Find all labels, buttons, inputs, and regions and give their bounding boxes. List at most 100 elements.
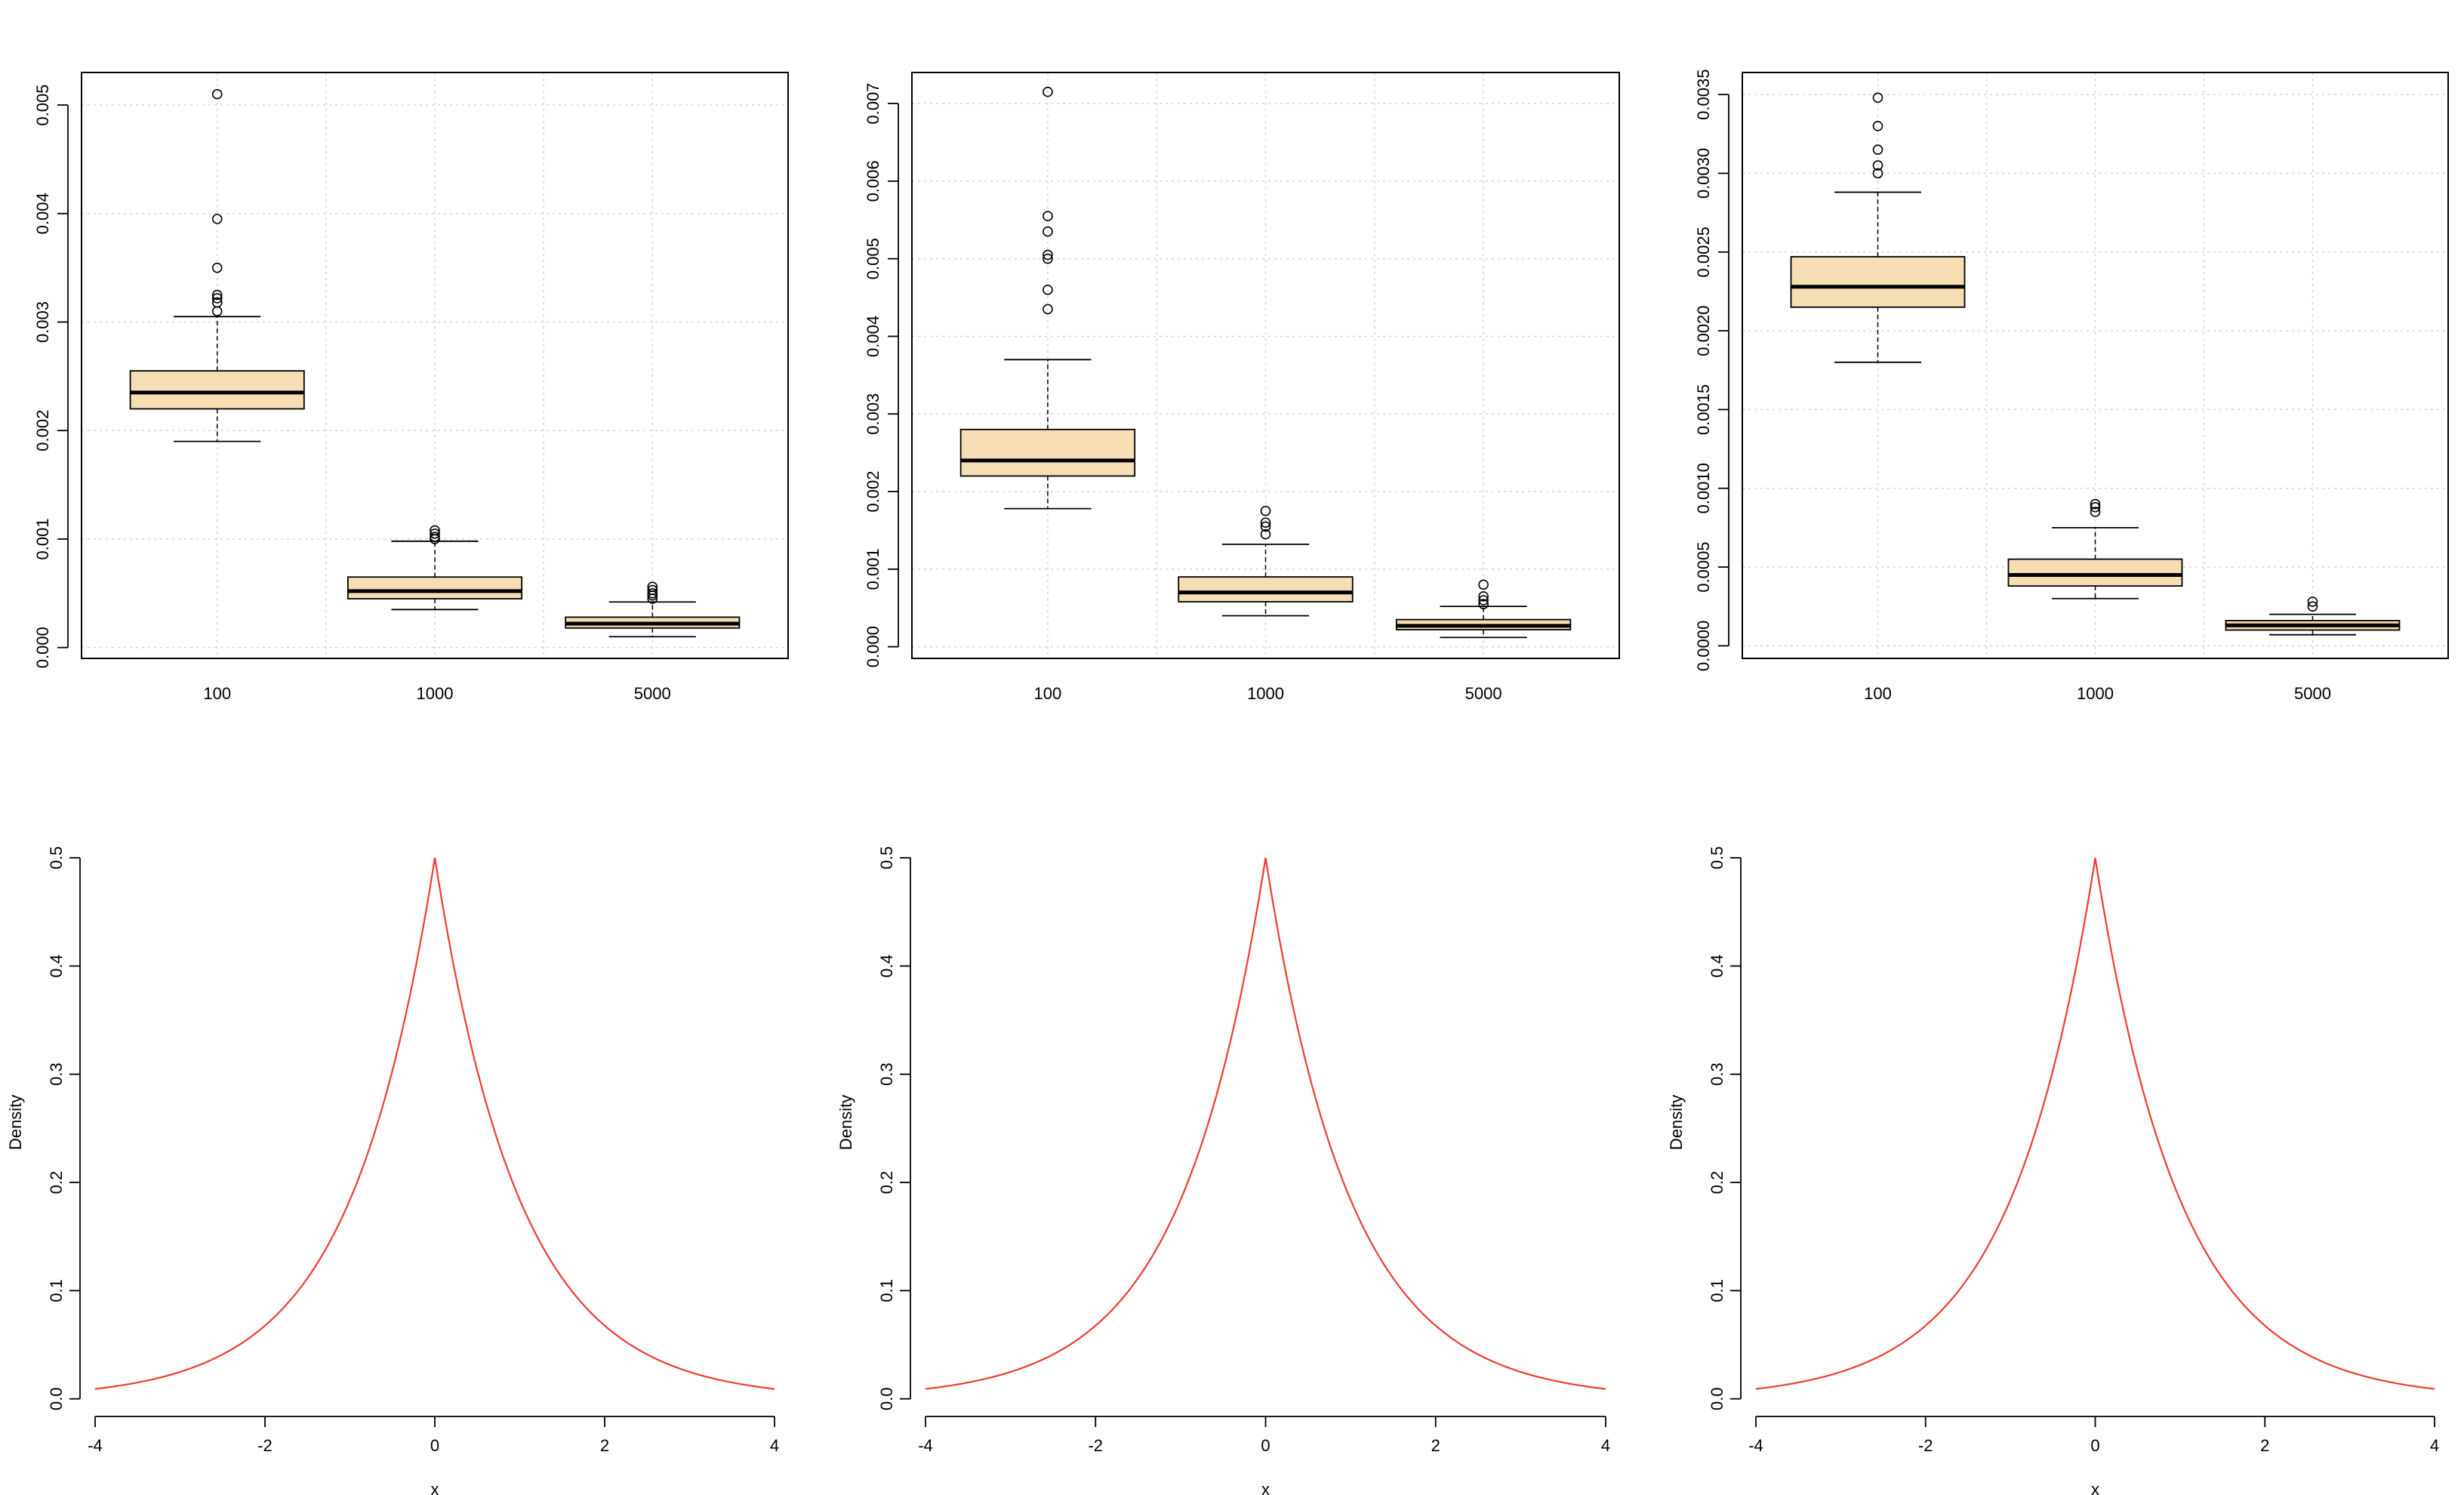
x-tick-label: 5000 bbox=[2294, 684, 2331, 703]
x-tick-label: -2 bbox=[1088, 1436, 1103, 1455]
estimated-density-line bbox=[1756, 994, 2435, 1388]
y-tick-label: 0.000 bbox=[864, 626, 882, 667]
plot-frame bbox=[1742, 72, 2449, 659]
outlier-point bbox=[430, 528, 440, 539]
estimated-density-line bbox=[1756, 997, 2435, 1382]
estimated-density-line bbox=[95, 961, 775, 1386]
outlier-point bbox=[2307, 601, 2318, 612]
y-tick-label: 0.0010 bbox=[1694, 463, 1713, 513]
estimated-density-line bbox=[95, 976, 775, 1388]
estimated-density-line bbox=[926, 931, 1606, 1391]
true-density-line bbox=[94, 857, 775, 1390]
estimated-density-line bbox=[95, 956, 775, 1385]
estimated-density-line bbox=[95, 944, 775, 1390]
box bbox=[959, 428, 1136, 477]
estimated-density-line bbox=[95, 933, 775, 1383]
estimated-density-line bbox=[95, 922, 775, 1399]
estimated-density-line bbox=[95, 917, 775, 1389]
y-tick-label: 0.0015 bbox=[1694, 384, 1713, 435]
estimated-density-line bbox=[926, 957, 1606, 1386]
estimated-density-line bbox=[1756, 947, 2435, 1386]
estimated-density-line bbox=[1756, 908, 2435, 1386]
estimated-density-line bbox=[926, 899, 1606, 1392]
estimated-density-line bbox=[926, 1024, 1606, 1390]
estimated-density-line bbox=[1756, 994, 2435, 1390]
estimated-density-line bbox=[926, 967, 1606, 1389]
estimated-density-line bbox=[95, 1030, 775, 1384]
estimated-density-line bbox=[95, 942, 775, 1392]
outlier-point bbox=[1478, 579, 1489, 590]
box bbox=[129, 370, 305, 410]
estimated-density-line bbox=[926, 1061, 1606, 1395]
estimated-density-line bbox=[926, 1037, 1606, 1389]
estimated-density-line bbox=[926, 1025, 1606, 1390]
estimated-density-line bbox=[95, 953, 775, 1382]
estimated-density-line bbox=[1756, 933, 2435, 1392]
estimated-density-line bbox=[1756, 926, 2435, 1392]
estimated-density-line bbox=[926, 1022, 1606, 1384]
estimated-density-line bbox=[926, 936, 1606, 1386]
y-tick-label: 0.0 bbox=[47, 1387, 66, 1410]
estimated-density-line bbox=[926, 883, 1606, 1386]
estimated-density-line bbox=[1756, 935, 2435, 1387]
outlier-point bbox=[430, 525, 440, 536]
estimated-density-line bbox=[926, 904, 1606, 1383]
estimated-density-line bbox=[95, 1009, 775, 1393]
estimated-density-line bbox=[1756, 985, 2435, 1386]
y-tick-label: 0.001 bbox=[864, 548, 882, 590]
estimated-density-line bbox=[95, 1005, 775, 1388]
estimated-density-line bbox=[926, 939, 1606, 1385]
x-tick-label: -2 bbox=[1918, 1436, 1933, 1455]
estimated-density-line bbox=[1756, 935, 2435, 1391]
estimated-density-line bbox=[1756, 920, 2435, 1398]
estimated-density-line bbox=[1756, 966, 2435, 1382]
estimated-density-line bbox=[95, 969, 775, 1392]
estimated-density-line bbox=[95, 926, 775, 1383]
y-tick-label: 0.006 bbox=[864, 160, 882, 202]
x-tick-label: 2 bbox=[1431, 1436, 1440, 1455]
density-panel: 0.0 0.1 0.2 0.3 0.4 0.5 Density -4 -2 0 2 4 x bbox=[6, 846, 779, 1495]
estimated-density-line bbox=[95, 997, 775, 1385]
estimated-density-line bbox=[95, 942, 775, 1387]
estimated-density-line bbox=[926, 991, 1606, 1382]
x-tick-label: 2 bbox=[600, 1436, 609, 1455]
outlier-point bbox=[211, 297, 223, 308]
estimated-density-line bbox=[95, 1002, 775, 1388]
y-tick-label: 0.0030 bbox=[1694, 148, 1713, 199]
x-tick-label: 5000 bbox=[634, 684, 671, 703]
estimated-density-line bbox=[95, 931, 775, 1391]
x-tick-label: -4 bbox=[1748, 1436, 1763, 1455]
estimated-density-line bbox=[95, 989, 775, 1385]
estimated-density-line bbox=[1756, 959, 2435, 1389]
estimated-density-line bbox=[1756, 1019, 2435, 1393]
outlier-point bbox=[2090, 501, 2101, 513]
estimated-density-line bbox=[1756, 1001, 2435, 1387]
estimated-density-line bbox=[1756, 1007, 2435, 1385]
estimated-density-line bbox=[95, 936, 775, 1386]
estimated-density-line bbox=[95, 978, 775, 1389]
estimated-density-line bbox=[95, 979, 775, 1389]
outlier-point bbox=[1872, 144, 1883, 156]
x-axis-title: x bbox=[1261, 1480, 1270, 1495]
estimated-density-line bbox=[926, 988, 1606, 1390]
estimated-density-line bbox=[926, 963, 1606, 1395]
estimated-density-line bbox=[1756, 911, 2435, 1386]
estimated-density-line bbox=[926, 890, 1606, 1385]
estimated-density-line bbox=[1756, 1001, 2435, 1389]
estimated-density-line bbox=[1756, 976, 2435, 1384]
density-panel: 0.0 0.1 0.2 0.3 0.4 0.5 Density -4 -2 0 2 4 x bbox=[836, 846, 1610, 1495]
estimated-density-line bbox=[1756, 1007, 2435, 1390]
estimated-density-line bbox=[95, 1019, 775, 1386]
estimated-density-line bbox=[95, 1006, 775, 1383]
estimated-density-line bbox=[95, 923, 775, 1392]
estimated-density-line bbox=[926, 901, 1606, 1385]
estimated-density-line bbox=[95, 939, 775, 1388]
estimated-density-line bbox=[926, 948, 1606, 1394]
outlier-point bbox=[1043, 211, 1053, 221]
outlier-point bbox=[1260, 521, 1271, 532]
estimated-density-line bbox=[95, 948, 775, 1384]
estimated-density-line bbox=[95, 1018, 775, 1389]
estimated-density-line bbox=[926, 1022, 1606, 1389]
estimated-density-line bbox=[926, 915, 1606, 1392]
y-tick-label: 0.002 bbox=[864, 470, 882, 512]
